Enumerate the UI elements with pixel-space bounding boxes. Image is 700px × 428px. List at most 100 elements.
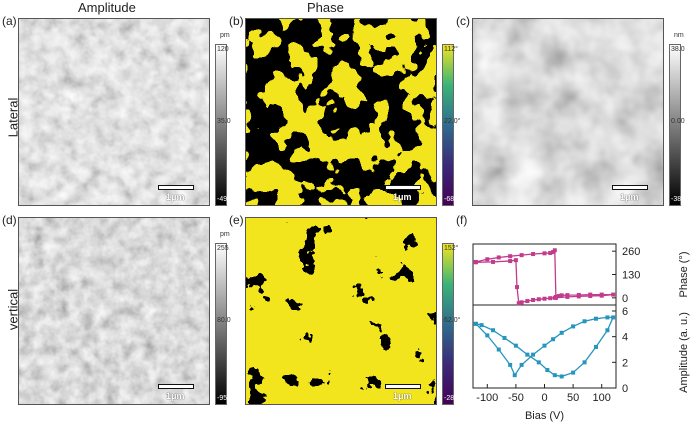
phase-point — [576, 294, 581, 299]
amplitude-point — [605, 328, 610, 333]
amplitude-point — [502, 335, 507, 340]
amplitude-header: Amplitude — [78, 0, 136, 15]
amplitude-point — [508, 362, 513, 367]
amplitude-point — [611, 315, 616, 320]
amplitude-point — [593, 316, 598, 321]
amplitude-point — [496, 347, 501, 352]
lateral-amplitude-map — [18, 18, 210, 206]
scalebar-label-c: 1μm — [620, 192, 639, 202]
phase-point — [519, 253, 524, 258]
phase-point — [513, 258, 518, 263]
phase-point — [551, 250, 556, 255]
panel-label-c: (c) — [456, 14, 470, 28]
phase-point — [508, 259, 513, 264]
colorbar-c-mid: 0.00 — [671, 118, 685, 125]
amplitude-point — [473, 321, 478, 326]
amplitude-point — [571, 370, 576, 375]
colorbar-c — [669, 44, 681, 206]
colorbar-a — [215, 44, 227, 206]
scalebar-label-d: 1μm — [166, 391, 185, 401]
amplitude-point — [571, 324, 576, 329]
colorbar-b — [442, 44, 454, 206]
plot-frame — [472, 243, 617, 389]
phase-y-tick-label: 0 — [622, 293, 628, 305]
phase-point — [515, 285, 520, 290]
amplitude-y-tick-label: 0 — [622, 383, 628, 395]
colorbar-d-mid: 80.0 — [217, 317, 231, 324]
amplitude-point — [552, 373, 557, 378]
phase-point — [556, 294, 561, 299]
colorbar-a-unit: pm — [220, 32, 230, 39]
colorbar-c-max: 38.0 — [671, 46, 685, 53]
phase-point — [525, 299, 530, 304]
phase-point — [485, 257, 490, 262]
amplitude-y-tick-label: 4 — [622, 332, 628, 344]
phase-point — [491, 259, 496, 264]
scalebar-c — [612, 185, 648, 190]
colorbar-e-min: -28.0° — [444, 395, 463, 402]
phase-point — [508, 254, 513, 259]
phase-y-tick-label: 130 — [622, 270, 640, 282]
colorbar-c-unit: nm — [674, 32, 684, 39]
phase-point — [473, 259, 478, 264]
scalebar-label-e: 1μm — [393, 391, 412, 401]
colorbar-a-min: -49.5 — [217, 196, 233, 203]
amplitude-point — [545, 368, 550, 373]
x-tick-label: 0 — [541, 392, 547, 404]
colorbar-a-mid: 35.0 — [217, 118, 231, 125]
amplitude-point — [593, 344, 598, 349]
phase-point — [565, 294, 570, 299]
phase-point — [531, 297, 536, 302]
colorbar-d-unit: pm — [220, 231, 230, 238]
phase-axis-label: Phase (°) — [678, 252, 690, 298]
vertical-amplitude-map — [18, 217, 210, 405]
x-axis-label: Bias (V) — [525, 410, 564, 422]
phase-point — [548, 250, 553, 255]
hysteresis-chart: -100 -50 0 50 100 Bias (V) 260 130 0 Phase (°) 0 2 4… — [472, 243, 690, 422]
phase-point — [588, 294, 593, 299]
phase-loop-line — [475, 248, 614, 305]
phase-point — [519, 300, 524, 305]
amplitude-point — [531, 352, 536, 357]
amplitude-point — [605, 315, 610, 320]
colorbar-e-max: 152° — [444, 245, 459, 252]
scalebar-d — [158, 384, 194, 389]
phase-point — [496, 255, 501, 260]
phase-header: Phase — [307, 0, 344, 15]
x-tick-label: 100 — [593, 392, 611, 404]
scalebar-e — [385, 384, 421, 389]
phase-point — [553, 295, 558, 300]
phase-point — [559, 293, 564, 298]
scalebar-a — [158, 185, 194, 190]
amplitude-point — [542, 343, 547, 348]
amplitude-point — [551, 337, 556, 342]
phase-point — [516, 301, 521, 306]
colorbar-b-mid: 22.0° — [444, 118, 461, 125]
x-tick-label: -100 — [476, 392, 498, 404]
amplitude-point — [582, 360, 587, 365]
amplitude-point — [479, 323, 484, 328]
colorbar-e — [442, 243, 454, 405]
panel-label-f: (f) — [456, 213, 468, 227]
phase-point — [536, 297, 541, 302]
vertical-phase-map — [245, 217, 437, 405]
x-tick-label: 50 — [567, 392, 579, 404]
phase-point — [611, 292, 616, 297]
phase-y-tick-label: 260 — [622, 246, 640, 258]
amplitude-point — [559, 330, 564, 335]
amplitude-point — [536, 360, 541, 365]
colorbar-c-min: -38.0 — [671, 196, 687, 203]
phase-point — [531, 252, 536, 257]
phase-point — [548, 296, 553, 301]
amplitude-point — [582, 319, 587, 324]
panel-label-d: (d) — [2, 213, 17, 227]
panel-label-b: (b) — [229, 14, 244, 28]
amplitude-point — [559, 374, 564, 379]
panel-label-a: (a) — [2, 14, 17, 28]
scalebar-label-b: 1μm — [393, 192, 412, 202]
amplitude-y-tick-label: 6 — [622, 306, 628, 318]
amplitude-point — [525, 352, 530, 357]
amplitude-point — [513, 343, 518, 348]
colorbar-a-max: 120 — [217, 46, 229, 53]
amplitude-point — [491, 328, 496, 333]
